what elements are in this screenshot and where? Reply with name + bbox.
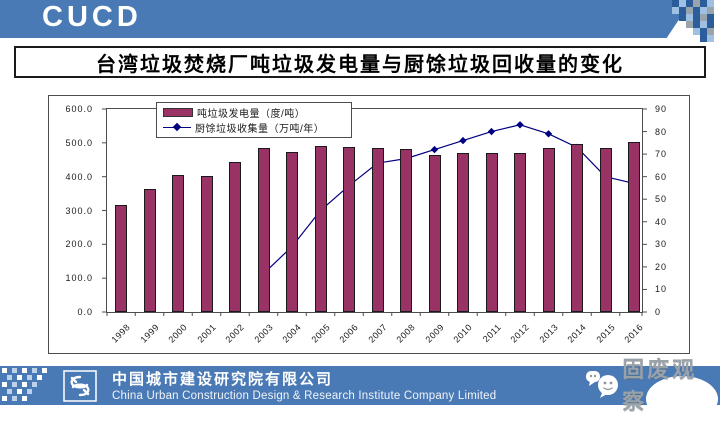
x-label-2005: 2005 xyxy=(308,322,332,345)
right-tick-60: 60 xyxy=(655,171,668,182)
bar-2013 xyxy=(542,147,555,312)
bar-2004 xyxy=(286,152,298,312)
line-marker xyxy=(459,136,467,145)
right-tick-50: 50 xyxy=(655,194,668,205)
bar-2006 xyxy=(343,146,355,312)
wechat-watermark: 固废观察 xyxy=(585,352,720,416)
slide-title-text: 台湾垃圾焚烧厂吨垃圾发电量与厨馀垃圾回收量的变化 xyxy=(96,53,624,76)
line-series-swatch xyxy=(163,122,191,132)
right-tick-40: 40 xyxy=(655,216,668,227)
line-marker xyxy=(487,127,496,136)
bar-2007 xyxy=(371,147,384,312)
bar-2005 xyxy=(314,145,327,312)
x-label-2012: 2012 xyxy=(508,322,532,345)
left-tick-0.0: 0.0 xyxy=(77,307,93,317)
chart-container: 600.0 500.0 400.0 300.0 200.0 100.0 0.0 90 80 70… xyxy=(48,95,690,354)
footer-dots-pattern xyxy=(2,368,47,401)
x-label-2011: 2011 xyxy=(480,322,503,345)
right-tick-0: 0 xyxy=(655,307,662,317)
right-tick-80: 80 xyxy=(655,126,668,137)
left-tick-100.0: 100.0 xyxy=(65,273,93,284)
left-tick-500.0: 500.0 xyxy=(65,137,93,148)
bar-2001 xyxy=(200,175,213,312)
left-tick-300.0: 300.0 xyxy=(65,205,93,216)
checker-corner-pattern xyxy=(664,0,720,42)
bar-2016 xyxy=(628,141,640,312)
x-label-2006: 2006 xyxy=(337,322,361,345)
diamond-marker-icon xyxy=(172,122,182,132)
x-label-2015: 2015 xyxy=(593,322,617,345)
x-label-2008: 2008 xyxy=(394,322,418,345)
x-label-2014: 2014 xyxy=(565,322,589,345)
x-label-2004: 2004 xyxy=(280,322,304,345)
x-label-2009: 2009 xyxy=(422,322,446,345)
bar-2000 xyxy=(172,174,184,312)
x-axis-labels: 1998 1999 2000 2001 2002 2003 2004 2005 2006 2007… xyxy=(106,315,645,353)
bar-2015 xyxy=(599,147,612,312)
right-tick-30: 30 xyxy=(655,239,668,250)
x-label-2003: 2003 xyxy=(251,322,275,345)
right-axis-tick-labels: 90 80 70 60 50 40 30 20 10 0 xyxy=(647,104,687,317)
line-marker xyxy=(544,130,553,138)
line-series-label: 厨馀垃圾收集量（万吨/年） xyxy=(195,124,325,135)
right-tick-10: 10 xyxy=(655,284,668,295)
bar-1998 xyxy=(115,205,127,312)
bar-2003 xyxy=(257,147,270,312)
x-label-2000: 2000 xyxy=(166,322,190,345)
slide-title-box: 台湾垃圾焚烧厂吨垃圾发电量与厨馀垃圾回收量的变化 xyxy=(14,46,706,78)
x-label-2001: 2001 xyxy=(194,322,218,345)
right-tick-70: 70 xyxy=(655,149,668,160)
legend-row-line-series: 厨馀垃圾收集量（万吨/年） xyxy=(163,120,345,135)
cucd-knot-logo-icon xyxy=(63,370,97,402)
x-label-2010: 2010 xyxy=(451,322,475,345)
x-label-2016: 2016 xyxy=(622,322,646,345)
right-tick-90: 90 xyxy=(655,104,668,114)
bar-2008 xyxy=(400,148,412,312)
legend-row-bar-series: 吨垃圾发电量（度/吨） xyxy=(163,105,345,120)
x-label-2013: 2013 xyxy=(536,322,560,345)
x-label-1999: 1999 xyxy=(137,322,161,345)
company-name-cn: 中国城市建设研究院有限公司 xyxy=(112,371,334,388)
x-label-2007: 2007 xyxy=(365,322,389,345)
bar-2014 xyxy=(571,143,583,312)
bar-series-swatch xyxy=(163,108,193,117)
x-label-1998: 1998 xyxy=(109,322,133,345)
cucd-logo-text: CUCD xyxy=(42,1,142,33)
bar-series-label: 吨垃圾发电量（度/吨） xyxy=(197,109,306,120)
chart-legend: 吨垃圾发电量（度/吨） 厨馀垃圾收集量（万吨/年） xyxy=(156,102,352,138)
company-name-en: China Urban Construction Design & Resear… xyxy=(112,390,497,402)
left-tick-200.0: 200.0 xyxy=(65,239,93,250)
left-tick-400.0: 400.0 xyxy=(65,171,93,182)
footer-company-text: 中国城市建设研究院有限公司 China Urban Construction D… xyxy=(112,368,496,402)
header-bar: CUCD xyxy=(0,0,720,42)
wechat-icon xyxy=(586,371,618,398)
left-axis-tick-labels: 600.0 500.0 400.0 300.0 200.0 100.0 0.0 xyxy=(49,104,101,317)
watermark-text: 固废观察 xyxy=(622,357,698,414)
line-marker xyxy=(430,145,439,154)
x-label-2002: 2002 xyxy=(223,322,247,345)
bar-2011 xyxy=(485,152,498,312)
right-tick-20: 20 xyxy=(655,261,668,272)
bar-1999 xyxy=(143,188,156,312)
plot-area xyxy=(102,108,647,316)
bar-2009 xyxy=(428,154,441,312)
bar-2010 xyxy=(457,152,469,312)
line-marker xyxy=(516,121,524,129)
bar-2002 xyxy=(229,162,241,312)
bar-2012 xyxy=(514,153,526,312)
left-tick-600.0: 600.0 xyxy=(65,104,93,114)
